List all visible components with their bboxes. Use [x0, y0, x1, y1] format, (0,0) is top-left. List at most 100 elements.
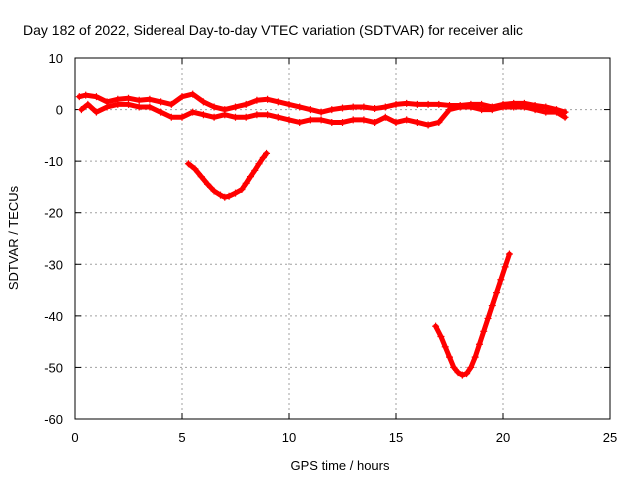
y-tick-label: -30 [44, 257, 63, 272]
data-point [360, 116, 368, 124]
data-point [306, 116, 314, 124]
data-point [328, 118, 336, 126]
data-point [210, 103, 218, 111]
data-point [204, 180, 212, 188]
data-point [296, 103, 304, 111]
data-point [424, 100, 432, 108]
series-line [433, 251, 512, 378]
data-point [75, 93, 83, 101]
data-point [77, 106, 85, 114]
data-point [360, 103, 368, 111]
data-point [392, 118, 400, 126]
data-point [505, 250, 513, 258]
data-point [157, 108, 165, 116]
data-point [467, 363, 475, 371]
data-point [199, 98, 207, 106]
data-point [497, 276, 505, 284]
data-point [253, 111, 261, 119]
data-point [146, 103, 154, 111]
data-point [255, 160, 263, 168]
x-tick-label: 25 [603, 430, 617, 445]
data-point [285, 100, 293, 108]
data-point [197, 173, 205, 181]
data-point [274, 113, 282, 121]
data-point [478, 106, 486, 114]
data-point [471, 353, 479, 361]
data-point [125, 100, 132, 108]
data-point [114, 100, 122, 108]
data-point [441, 343, 449, 351]
x-tick-label: 0 [71, 430, 78, 445]
data-point [263, 149, 271, 157]
data-point [246, 173, 254, 181]
data-point [463, 370, 471, 378]
axis-ticks: 0 5 10 15 20 25 10 0 -10 -20 -30 -40 -50 -60 [44, 51, 617, 445]
data-point [103, 103, 111, 111]
data-point [167, 113, 175, 121]
data-point [317, 108, 325, 116]
data-point [553, 108, 560, 116]
series-line [185, 150, 270, 200]
data-point [501, 263, 509, 271]
data-point [317, 116, 325, 124]
data-point [531, 106, 539, 114]
data-point [456, 103, 464, 111]
data-point [371, 118, 379, 126]
data-point [210, 187, 218, 195]
data-point [274, 98, 282, 106]
data-point [259, 154, 267, 162]
series-0 [75, 90, 569, 116]
data-point [92, 108, 100, 116]
data-point [339, 104, 346, 112]
data-point [225, 192, 233, 200]
data-point [189, 108, 197, 116]
data-point [210, 113, 218, 121]
data-point [285, 116, 293, 124]
y-tick-label: -40 [44, 309, 63, 324]
data-point [157, 98, 165, 106]
data-point [454, 369, 462, 377]
data-point [84, 100, 92, 108]
data-point [135, 96, 143, 104]
data-point [381, 113, 389, 121]
x-tick-label: 20 [496, 430, 510, 445]
data-point [446, 106, 453, 114]
data-point [238, 186, 246, 194]
data-point [458, 371, 466, 379]
data-point [242, 113, 250, 121]
data-point [480, 327, 488, 335]
data-point [424, 121, 432, 129]
data-point [371, 105, 379, 113]
data-point [403, 116, 411, 124]
data-point [232, 189, 239, 197]
data-point [251, 166, 259, 174]
data-point [510, 103, 518, 111]
x-tick-label: 5 [178, 430, 185, 445]
data-point [242, 100, 250, 108]
x-axis-label: GPS time / hours [291, 458, 390, 473]
data-point [381, 103, 389, 111]
data-point [413, 100, 421, 108]
y-axis-label: SDTVAR / TECUs [6, 185, 21, 290]
data-point [435, 100, 443, 108]
data-point [328, 106, 336, 114]
data-point [146, 95, 154, 103]
data-point [542, 108, 550, 116]
series-1 [77, 100, 569, 129]
y-tick-label: -60 [44, 412, 63, 427]
data-point [178, 113, 186, 121]
data-point [392, 100, 400, 108]
chart-title: Day 182 of 2022, Sidereal Day-to-day VTE… [23, 22, 523, 38]
data-point [475, 340, 483, 348]
data-point [221, 193, 229, 201]
data-point [488, 302, 496, 310]
data-point [435, 118, 443, 126]
data-point [92, 93, 100, 101]
data-point [561, 113, 569, 121]
data-point [232, 113, 239, 121]
data-point [306, 106, 314, 114]
data-point [484, 314, 492, 322]
data-point [296, 118, 304, 126]
series-2 [184, 149, 271, 201]
